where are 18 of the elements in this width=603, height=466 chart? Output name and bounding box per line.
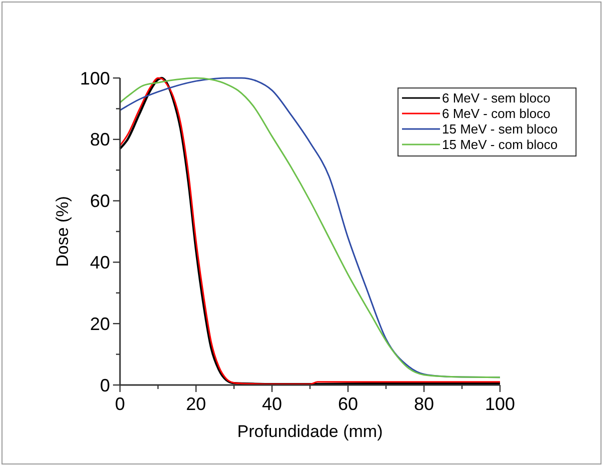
- y-tick-label: 20: [90, 314, 110, 334]
- x-tick-label: 0: [114, 394, 126, 414]
- x-tick-label: 100: [484, 394, 516, 414]
- legend-label: 6 MeV - sem bloco: [442, 90, 550, 106]
- x-tick-label: 20: [186, 394, 206, 414]
- y-tick-label: 80: [90, 130, 110, 150]
- y-tick-label: 0: [100, 375, 110, 396]
- y-axis-title: Dose (%): [53, 196, 72, 267]
- x-axis-title: Profundidade (mm): [237, 422, 383, 441]
- y-tick-label: 60: [90, 191, 110, 212]
- x-tick-label: 80: [414, 394, 434, 414]
- legend-label: 6 MeV - com bloco: [442, 106, 550, 122]
- y-tick-label: 40: [90, 252, 110, 272]
- legend-label: 15 MeV - com bloco: [442, 137, 558, 152]
- legend-label: 15 MeV - sem bloco: [442, 122, 558, 137]
- x-tick-label: 40: [262, 394, 282, 414]
- x-tick-label: 60: [338, 394, 358, 414]
- y-tick-label: 100: [80, 68, 110, 88]
